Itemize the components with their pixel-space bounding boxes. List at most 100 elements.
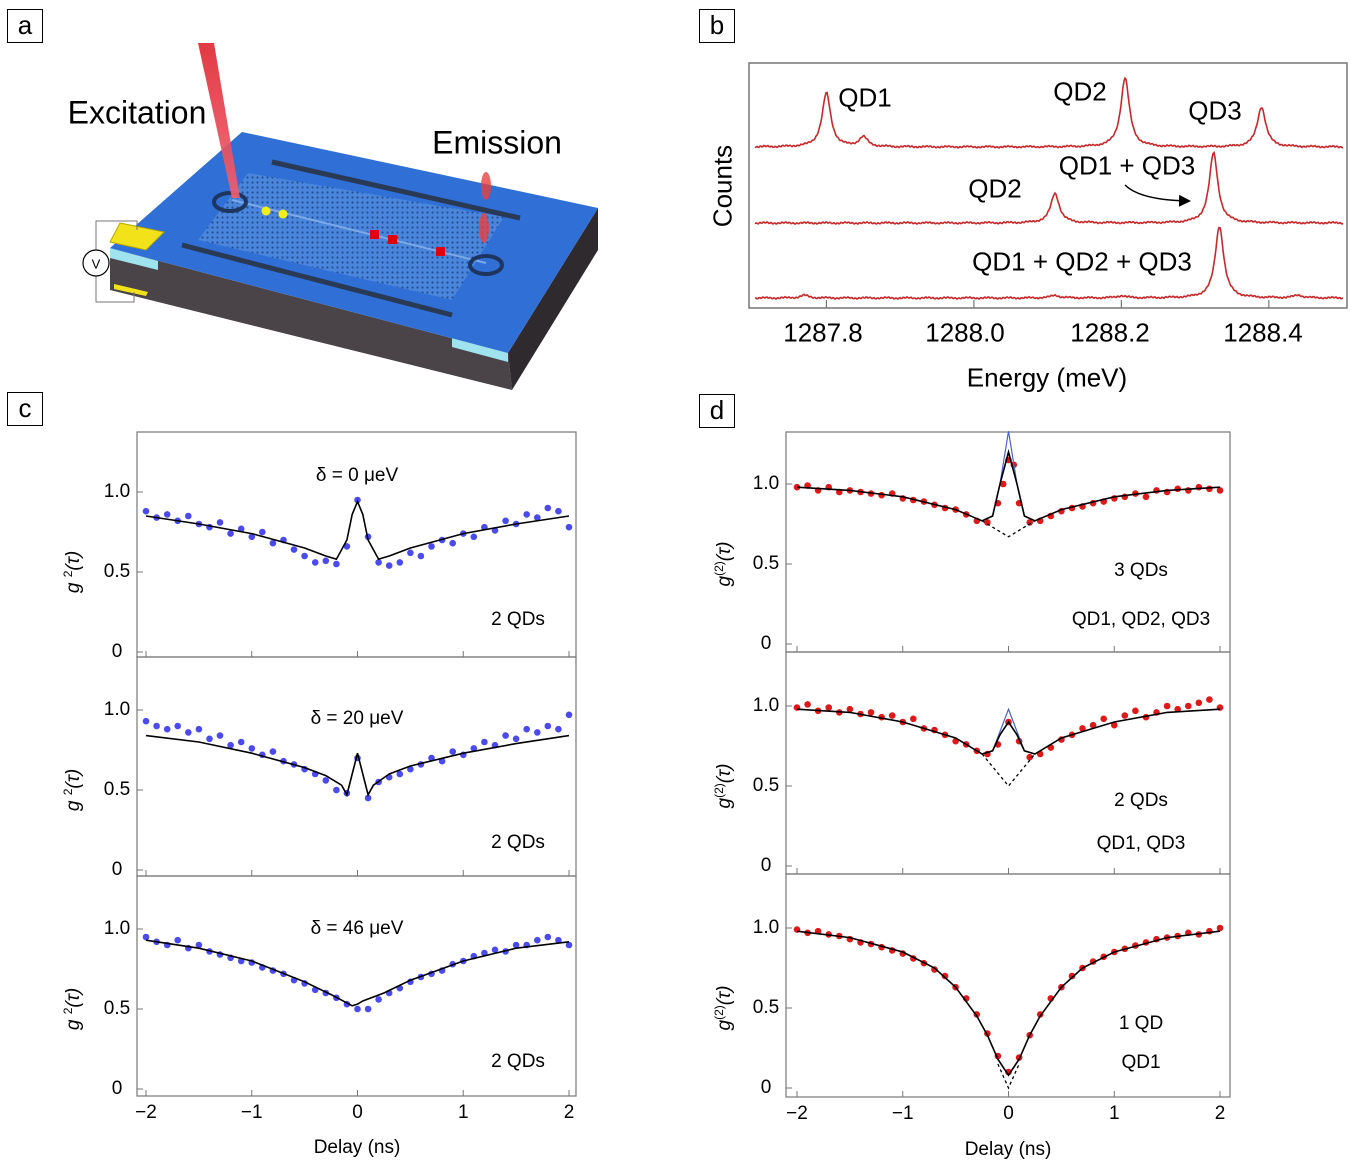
b-annotation: QD1 + QD2 + QD3 bbox=[972, 246, 1192, 277]
c3-plot-frame bbox=[136, 875, 577, 1097]
c2-data-point bbox=[227, 741, 234, 749]
d1-ytick-label: 1.0 bbox=[752, 473, 780, 494]
ylabel-arg: (τ) bbox=[714, 541, 736, 562]
d2-data-point bbox=[804, 701, 811, 708]
bottom-contact-pad bbox=[114, 284, 148, 296]
c2-title: δ = 20 μeV bbox=[310, 708, 404, 729]
d2-note2: QD1, QD3 bbox=[1096, 833, 1186, 854]
c1-data-point bbox=[544, 504, 552, 512]
d2-data-point bbox=[867, 709, 875, 716]
d2-data-point bbox=[888, 712, 896, 719]
c2-data-point bbox=[407, 765, 414, 773]
waveguide-trench-bottom bbox=[181, 242, 453, 318]
c1-data-point bbox=[417, 552, 425, 560]
c2-data-point bbox=[364, 794, 372, 802]
d3-ytick-label: 1.0 bbox=[752, 917, 780, 938]
d2-data-point bbox=[1100, 715, 1107, 723]
c1-ytick-label: 0 bbox=[111, 641, 123, 662]
d-xtick-label: −1 bbox=[891, 1103, 914, 1124]
c1-ylabel: g 2(τ) bbox=[61, 551, 85, 593]
c2-data-point bbox=[174, 722, 181, 730]
d1-data-point bbox=[1216, 487, 1224, 494]
c2-data-point bbox=[185, 729, 192, 736]
c3-data-point bbox=[364, 1005, 372, 1013]
c-xtick-label: 1 bbox=[457, 1102, 469, 1123]
c1-data-point bbox=[343, 543, 351, 550]
d2-data-point bbox=[1163, 702, 1171, 710]
d3-ytick-label: 0.5 bbox=[752, 997, 780, 1018]
c2-note: 2 QDs bbox=[491, 832, 545, 853]
ylabel-arg: (τ) bbox=[63, 987, 85, 1008]
d-xtick-label: 1 bbox=[1108, 1103, 1120, 1124]
c1-data-point bbox=[407, 549, 414, 557]
c3-data-point bbox=[195, 941, 203, 949]
d2-note: 2 QDs bbox=[1114, 790, 1168, 811]
d2-alt-fit-curve bbox=[981, 707, 1036, 755]
voltmeter-icon bbox=[82, 249, 110, 277]
c2-data-point bbox=[322, 777, 330, 784]
c1-ytick-label: 0.5 bbox=[103, 561, 131, 582]
b-spectrum-trace-2 bbox=[754, 150, 1344, 226]
c2-fit-curve bbox=[145, 734, 570, 797]
c1-data-point bbox=[301, 552, 308, 560]
c3-data-point bbox=[544, 933, 552, 941]
c2-data-point bbox=[502, 732, 509, 739]
b-annotation: QD1 + QD3 bbox=[1058, 150, 1196, 181]
c1-data-point bbox=[322, 557, 330, 565]
ylabel-sup: 2 bbox=[60, 1007, 75, 1015]
d2-data-point bbox=[1089, 721, 1097, 729]
c1-data-point bbox=[185, 512, 192, 520]
substrate-right-face bbox=[508, 208, 598, 390]
c1-data-point bbox=[227, 530, 234, 537]
c3-ylabel: g 2(τ) bbox=[61, 988, 85, 1030]
d3-data-point bbox=[941, 972, 949, 980]
d3-baseline-dashed bbox=[997, 1063, 1020, 1090]
c1-note: 2 QDs bbox=[491, 609, 545, 630]
c2-data-point bbox=[248, 745, 256, 752]
d1-baseline-dashed bbox=[981, 520, 1036, 538]
c1-data-point bbox=[534, 514, 541, 521]
quantum-dot-red bbox=[370, 230, 379, 239]
c1-data-point bbox=[269, 539, 277, 547]
panel-label-a: a bbox=[7, 9, 43, 43]
d2-data-point bbox=[1111, 721, 1118, 729]
d2-ytick-label: 0 bbox=[760, 855, 772, 876]
ylabel-sup: (2) bbox=[711, 783, 726, 798]
d2-data-point bbox=[846, 705, 854, 713]
d-xtick-label: −2 bbox=[786, 1103, 808, 1124]
c-xlabel: Delay (ns) bbox=[313, 1137, 401, 1158]
c1-fit-curve bbox=[145, 499, 570, 561]
d-xtick-label: 0 bbox=[1003, 1103, 1014, 1124]
d1-data-point bbox=[1195, 483, 1203, 491]
c3-data-point bbox=[565, 941, 573, 949]
c3-data-point bbox=[491, 946, 499, 954]
c1-data-point bbox=[311, 559, 319, 566]
c2-data-point bbox=[565, 711, 573, 719]
d2-fit-curve bbox=[796, 708, 1221, 755]
b-xtick: 1288.4 bbox=[1223, 317, 1303, 348]
quantum-dot-red bbox=[436, 247, 445, 256]
d1-note: 3 QDs bbox=[1114, 560, 1168, 581]
substrate-front-face bbox=[110, 248, 512, 390]
emission-glow-top bbox=[481, 172, 491, 200]
c3-ytick-label: 0 bbox=[111, 1078, 123, 1099]
c2-ytick-label: 1.0 bbox=[103, 699, 131, 720]
b-spectrum-trace-3 bbox=[754, 226, 1344, 300]
b-annotation: QD2 bbox=[1053, 76, 1107, 107]
d3-fit-curve bbox=[796, 930, 1221, 1077]
ylabel-arg: (τ) bbox=[714, 985, 736, 1006]
c2-ytick-label: 0 bbox=[111, 859, 123, 880]
quantum-dot-yellow bbox=[261, 206, 271, 216]
grating-coupler-input bbox=[212, 191, 248, 213]
ylabel-sup: 2 bbox=[60, 570, 75, 578]
d1-data-point bbox=[1185, 487, 1192, 494]
excitation-label: Excitation bbox=[67, 94, 207, 131]
d3-note2: QD1 bbox=[1121, 1052, 1161, 1073]
voltmeter-label: V bbox=[91, 256, 101, 272]
d2-data-point bbox=[1121, 712, 1129, 719]
c2-data-point bbox=[523, 725, 530, 733]
c2-ylabel: g 2(τ) bbox=[61, 769, 85, 811]
b-plot-frame bbox=[748, 62, 1348, 309]
c3-data-point bbox=[512, 941, 520, 949]
